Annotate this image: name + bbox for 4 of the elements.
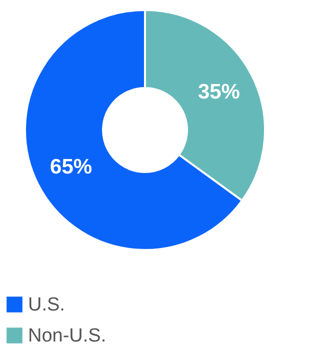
legend-label: U.S. [28,294,65,316]
data-label: 65% [50,156,92,179]
data-label: 35% [198,80,240,104]
legend-label: Non-U.S. [28,326,106,346]
